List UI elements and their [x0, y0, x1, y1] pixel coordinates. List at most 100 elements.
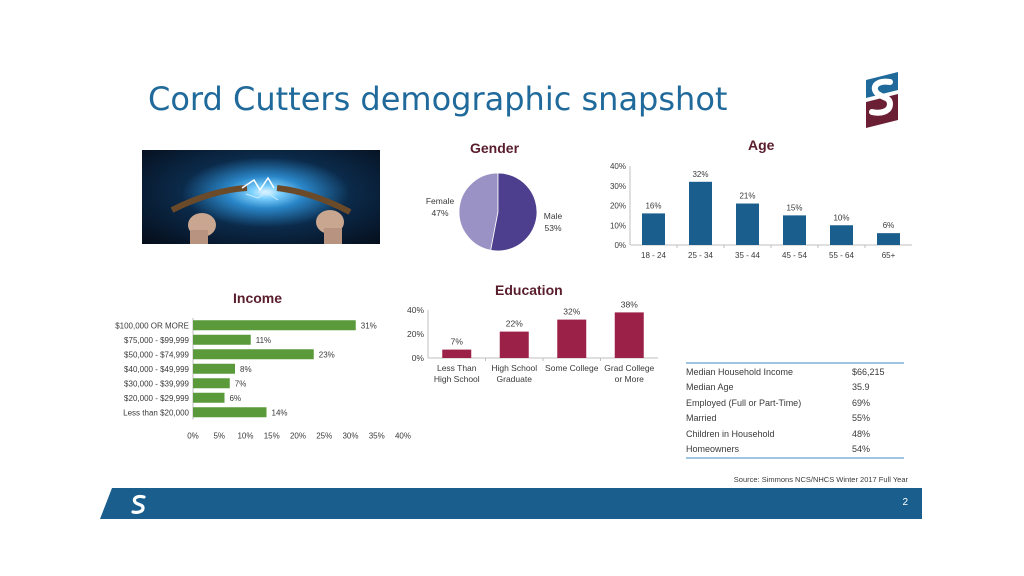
summary-value: $66,215 — [852, 366, 885, 377]
company-logo-icon — [866, 72, 898, 128]
y-tick-label: 40% — [407, 305, 424, 315]
source-note: Source: Simmons NCS/NHCS Winter 2017 Ful… — [733, 475, 908, 484]
x-tick-label: 5% — [213, 432, 225, 441]
y-tick-label: 10% — [610, 221, 626, 230]
bar-data-label: 23% — [319, 350, 335, 359]
bar-data-label: 7% — [451, 337, 464, 347]
y-tick-label: $100,000 OR MORE — [115, 321, 189, 330]
y-tick-label: Less than $20,000 — [123, 408, 189, 417]
x-tick-label: or More — [615, 374, 645, 384]
bar — [193, 392, 225, 403]
bar-data-label: 6% — [230, 394, 242, 403]
summary-label: Married — [686, 413, 717, 424]
page-number: 2 — [902, 497, 908, 508]
bar — [193, 349, 314, 360]
x-tick-label: 0% — [187, 432, 199, 441]
bar — [193, 378, 230, 389]
bar — [877, 233, 900, 245]
summary-label: Children in Household — [686, 428, 775, 439]
x-tick-label: 55 - 64 — [829, 251, 854, 260]
y-tick-label: 20% — [610, 202, 626, 211]
x-tick-label: 25 - 34 — [688, 251, 713, 260]
summary-value: 55% — [852, 413, 871, 424]
bar — [642, 213, 665, 245]
bar-data-label: 21% — [739, 192, 755, 201]
bar-data-label: 11% — [256, 336, 271, 345]
bar — [193, 363, 235, 374]
x-tick-label: 10% — [237, 432, 253, 441]
bar-data-label: 8% — [240, 365, 252, 374]
x-tick-label: High School — [491, 363, 537, 373]
bar — [689, 181, 712, 245]
x-tick-label: 65+ — [882, 251, 896, 260]
summary-value: 35.9 — [852, 382, 870, 393]
y-tick-label: $40,000 - $49,999 — [124, 365, 189, 374]
bar-data-label: 32% — [563, 307, 580, 317]
y-tick-label: 0% — [614, 241, 626, 250]
y-tick-label: 40% — [610, 162, 626, 171]
bar-data-label: 16% — [645, 201, 661, 210]
summary-row: Median Household Income $66,215 — [686, 364, 904, 380]
bar — [193, 407, 267, 418]
bar — [736, 203, 759, 245]
summary-row: Children in Household 48% — [686, 426, 904, 442]
x-tick-label: 35% — [369, 432, 385, 441]
summary-row: Median Age 35.9 — [686, 380, 904, 396]
bar-data-label: 31% — [361, 321, 377, 330]
pie-slice-female — [458, 172, 499, 251]
age-chart-title: Age — [748, 137, 775, 153]
pie-value-female: 47% — [431, 208, 448, 218]
bar-data-label: 32% — [692, 170, 708, 179]
bar — [442, 349, 472, 358]
y-tick-label: $20,000 - $29,999 — [124, 394, 189, 403]
x-tick-label: 18 - 24 — [641, 251, 666, 260]
pie-slice-male — [490, 172, 538, 252]
summary-label: Median Age — [686, 382, 734, 393]
page-title: Cord Cutters demographic snapshot — [148, 80, 728, 118]
bar — [499, 331, 529, 358]
summary-label: Homeowners — [686, 444, 740, 455]
x-tick-label: High School — [434, 374, 480, 384]
y-tick-label: 0% — [412, 353, 425, 363]
summary-row: Married 55% — [686, 411, 904, 427]
x-tick-label: 45 - 54 — [782, 251, 807, 260]
bar — [614, 312, 644, 358]
pie-label-female: Female — [426, 196, 455, 206]
x-tick-label: Grad College — [604, 363, 654, 373]
summary-value: 69% — [852, 397, 871, 408]
x-tick-label: 15% — [264, 432, 280, 441]
y-tick-label: 20% — [407, 329, 424, 339]
pie-value-male: 53% — [544, 223, 561, 233]
summary-row: Homeowners 54% — [686, 442, 904, 458]
x-tick-label: Graduate — [497, 374, 533, 384]
bar-data-label: 14% — [272, 408, 288, 417]
x-tick-label: Some College — [545, 363, 599, 373]
summary-value: 54% — [852, 444, 871, 455]
bar-data-label: 7% — [235, 379, 247, 388]
bar — [193, 334, 251, 345]
summary-label: Employed (Full or Part-Time) — [686, 397, 802, 408]
gender-pie-chart: Female 47% Male 53% — [426, 172, 563, 252]
summary-table: Median Household Income $66,215 Median Age… — [686, 362, 904, 459]
bar — [830, 225, 853, 245]
y-tick-label: $50,000 - $74,999 — [124, 350, 189, 359]
bar — [783, 215, 806, 245]
y-tick-label: $30,000 - $39,999 — [124, 379, 189, 388]
pie-label-male: Male — [544, 211, 563, 221]
y-tick-label: 30% — [610, 182, 626, 191]
y-tick-label: $75,000 - $99,999 — [124, 336, 189, 345]
x-tick-label: 40% — [395, 432, 411, 441]
x-tick-label: 35 - 44 — [735, 251, 760, 260]
bar-data-label: 15% — [786, 203, 802, 212]
bar — [557, 319, 587, 358]
summary-value: 48% — [852, 428, 871, 439]
bar-data-label: 10% — [833, 213, 849, 222]
bar-data-label: 38% — [621, 299, 638, 309]
bar-data-label: 22% — [506, 319, 523, 329]
x-tick-label: 20% — [290, 432, 306, 441]
gender-chart-title: Gender — [470, 140, 520, 156]
bar-data-label: 6% — [883, 221, 895, 230]
footer-logo-icon — [131, 494, 146, 514]
footer-bar — [100, 488, 922, 519]
